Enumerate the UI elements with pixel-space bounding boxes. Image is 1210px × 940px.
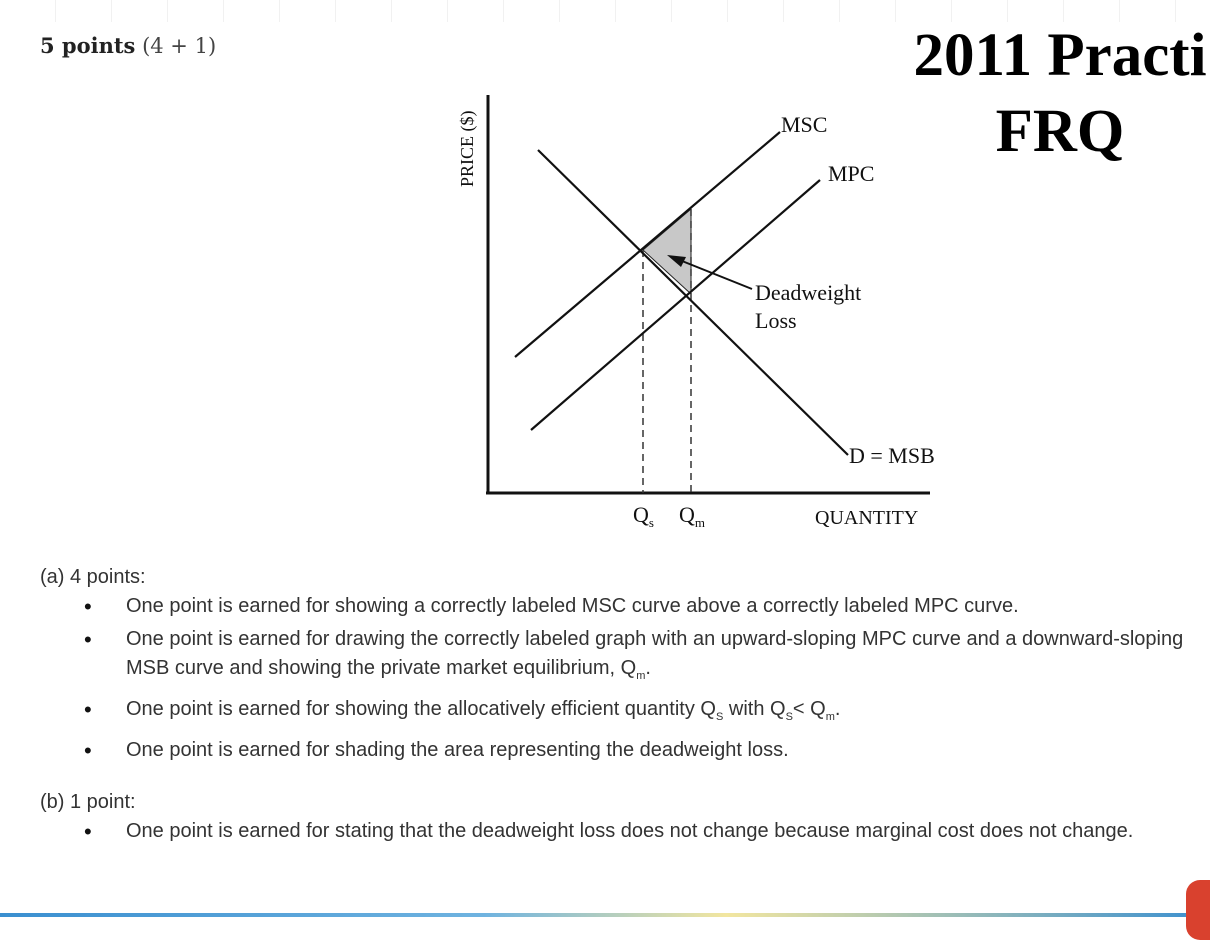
mpc-curve xyxy=(530,179,821,431)
points-header: 5 points (4 + 1) xyxy=(40,33,216,58)
part-a-bullet-1: One point is earned for showing a correc… xyxy=(40,592,1200,621)
y-axis-label: PRICE ($) xyxy=(457,110,478,187)
demand-msb-label: D = MSB xyxy=(849,443,935,468)
part-a-bullet-2: One point is earned for drawing the corr… xyxy=(40,625,1200,691)
qs-label: Qs xyxy=(633,502,654,530)
demand-msb-curve xyxy=(537,149,849,456)
top-ruler xyxy=(0,0,1210,22)
slide-title: 2011 Practi FRQ xyxy=(860,18,1210,170)
externality-graph: PRICE ($) QUANTITY MSC MPC D = MSB Deadw… xyxy=(457,95,935,530)
part-a-bullet-3: One point is earned for showing the allo… xyxy=(40,695,1200,732)
part-a-bullet-4: One point is earned for shading the area… xyxy=(40,736,1200,765)
part-a-label: (a) 4 points: xyxy=(40,566,146,588)
scoring-guidelines: (a) 4 points: One point is earned for sh… xyxy=(40,562,1200,850)
part-a-bullets: One point is earned for showing a correc… xyxy=(40,592,1200,765)
part-b-bullets: One point is earned for stating that the… xyxy=(40,817,1200,846)
dwl-label-line1: Deadweight xyxy=(755,280,861,305)
corner-badge xyxy=(1186,880,1210,940)
slide-title-line2: FRQ xyxy=(995,98,1125,165)
part-b: (b) 1 point: One point is earned for sta… xyxy=(40,787,1200,846)
deadweight-loss-area xyxy=(642,207,692,296)
part-b-bullet-1: One point is earned for stating that the… xyxy=(40,817,1200,846)
part-a: (a) 4 points: One point is earned for sh… xyxy=(40,562,1200,765)
slide-title-line1: 2011 Practi xyxy=(913,22,1207,89)
dwl-arrowhead-icon xyxy=(667,255,686,267)
points-breakdown: (4 + 1) xyxy=(142,34,217,58)
x-axis-label: QUANTITY xyxy=(815,507,918,529)
msc-label: MSC xyxy=(781,112,827,137)
dwl-arrow xyxy=(681,260,753,290)
msc-curve xyxy=(514,131,781,358)
mpc-label: MPC xyxy=(828,161,874,186)
dwl-label-line2: Loss xyxy=(755,308,797,333)
points-total: 5 points xyxy=(40,33,136,58)
part-b-label: (b) 1 point: xyxy=(40,791,136,813)
qm-label: Qm xyxy=(679,502,705,530)
footer-bar xyxy=(0,913,1210,917)
